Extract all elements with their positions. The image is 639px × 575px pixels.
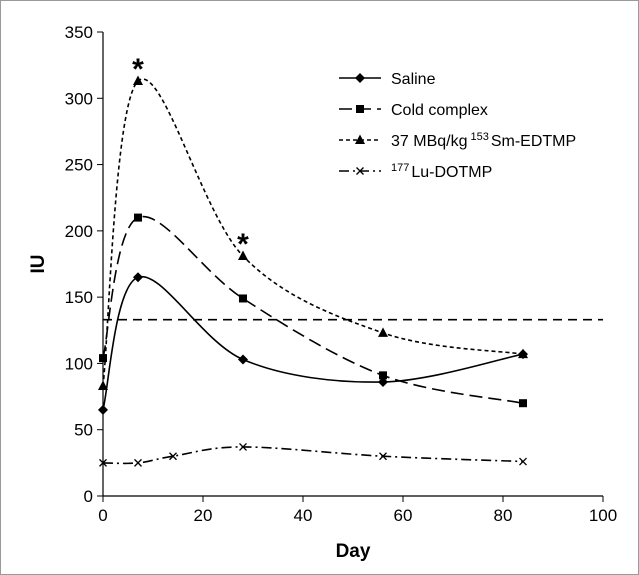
data-point [98, 380, 108, 390]
x-marker-stroke [134, 458, 142, 467]
legend-item: Saline [339, 71, 436, 88]
series-1 [98, 272, 528, 415]
series-4 [99, 442, 527, 467]
x-marker-stroke [519, 457, 527, 466]
data-point [238, 250, 248, 261]
x-axis-title: Day [336, 541, 371, 562]
series-line [102, 275, 524, 411]
data-point [379, 452, 387, 461]
data-point [239, 294, 247, 303]
series-line [102, 78, 524, 387]
y-tick-label: 300 [65, 89, 93, 108]
legend-marker [356, 167, 364, 175]
significance-marker: * [132, 53, 144, 86]
data-point [378, 327, 388, 337]
data-point [239, 442, 247, 451]
legend-label-sup: 177 [391, 162, 409, 174]
series-3 [98, 75, 528, 390]
y-tick-label: 50 [74, 421, 93, 440]
y-tick-label: 150 [65, 288, 93, 307]
data-point [134, 458, 142, 467]
data-point [378, 376, 388, 387]
legend-label-sup: 153 [470, 131, 488, 143]
legend-item: Cold complex [339, 102, 488, 119]
data-point [169, 452, 177, 461]
y-tick-label: 350 [65, 23, 93, 42]
legend-label: Saline [391, 71, 436, 88]
data-point [133, 75, 143, 86]
x-tick-label: 100 [589, 506, 617, 525]
series-line [102, 446, 524, 465]
x-marker-stroke [356, 167, 364, 175]
x-tick-label: 80 [494, 506, 513, 525]
x-marker-stroke [239, 442, 247, 451]
legend-label: Sm-EDTMP [491, 133, 576, 150]
x-tick-label: 40 [294, 506, 313, 525]
x-tick-label: 60 [394, 506, 413, 525]
data-point [519, 457, 527, 466]
data-point [518, 348, 528, 359]
data-point [98, 404, 108, 415]
data-point [238, 354, 248, 365]
data-point [379, 371, 387, 380]
significance-marker: * [237, 228, 249, 261]
y-axis-title: IU [28, 255, 49, 274]
data-point [519, 399, 527, 408]
y-tick-label: 250 [65, 156, 93, 175]
y-tick-label: 100 [65, 354, 93, 373]
legend-item: 37 MBq/kg 153 Sm-EDTMP [339, 131, 576, 150]
legend-item: 177 Lu-DOTMP [339, 162, 492, 181]
x-marker-stroke [99, 458, 107, 467]
y-tick-label: 0 [84, 487, 93, 506]
series-2 [99, 213, 527, 408]
annotations-group: ** [132, 53, 249, 261]
legend-label: Lu-DOTMP [411, 164, 492, 181]
series-group [98, 75, 528, 467]
x-tick-label: 20 [194, 506, 213, 525]
data-point [133, 272, 143, 283]
legend-marker [355, 73, 365, 83]
x-tick-label: 0 [98, 506, 107, 525]
x-marker-stroke [379, 452, 387, 461]
axes: 0 50 100 150 200 250 300 350 0 20 40 60 80 100 Day IU [28, 23, 617, 562]
data-point [99, 458, 107, 467]
data-point [99, 354, 107, 363]
series-line [102, 215, 524, 404]
y-tick-label: 200 [65, 222, 93, 241]
legend-marker [355, 134, 365, 144]
legend-marker [356, 105, 364, 113]
legend-label: 37 MBq/kg [391, 133, 467, 150]
legend-label: Cold complex [391, 102, 488, 119]
data-point [134, 213, 142, 222]
x-marker-stroke [169, 452, 177, 461]
